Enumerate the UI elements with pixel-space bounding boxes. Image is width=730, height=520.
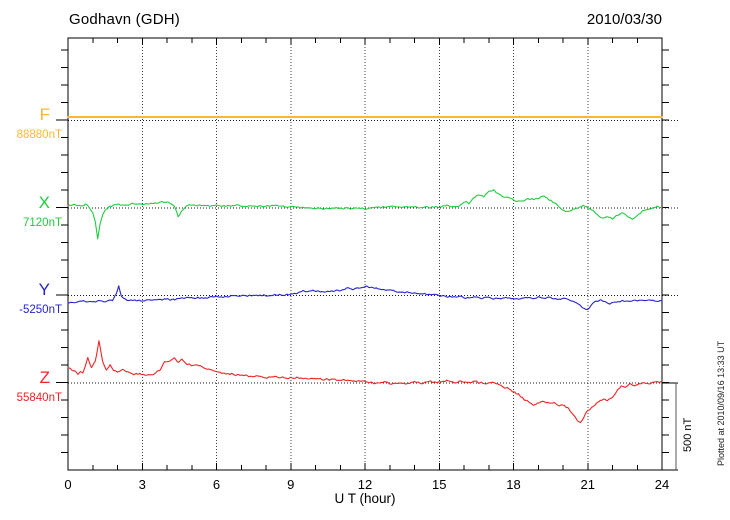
component-label-x: X [38,192,50,212]
x-tick-label-18: 18 [506,477,521,492]
trace-x [67,189,663,240]
plot-date: 2010/03/30 [586,11,662,28]
x-tick-label-15: 15 [432,477,447,492]
trace-z [67,340,663,424]
x-tick-label-9: 9 [287,477,295,492]
component-baseline-value-y: -5250nT [19,304,62,316]
component-label-y: Y [38,280,50,299]
x-tick-label-0: 0 [64,477,72,492]
plot-timestamp: Plotted at 2010/09/16 13:33 UT [716,340,726,466]
x-tick-label-21: 21 [580,477,595,492]
station-title: Godhavn (GDH) [69,11,180,28]
component-baseline-value-z: 55840nT [16,391,62,404]
component-label-f: F [39,105,50,124]
x-tick-label-12: 12 [357,477,373,492]
component-baseline-value-x: 7120nT [22,216,62,229]
x-tick-label-24: 24 [654,477,670,492]
trace-y [67,285,663,310]
component-label-z: Z [39,367,50,387]
x-axis-label: U T (hour) [334,491,396,506]
x-tick-label-6: 6 [212,477,221,492]
component-baseline-value-f: 88880nT [16,129,62,141]
scale-bar-label: 500 nT [682,417,694,452]
x-tick-label-3: 3 [138,477,146,492]
